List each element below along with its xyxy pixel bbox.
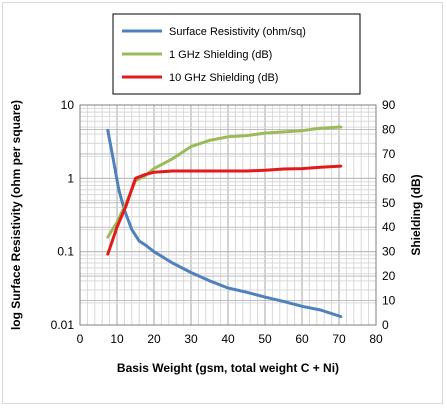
plot-area [79,104,377,326]
chart-frame [2,2,443,404]
y-left-tick-label: 0.1 [57,245,74,259]
legend-entry: Surface Resistivity (ohm/sq) [169,26,306,38]
x-tick-label: 60 [295,332,309,346]
y-right-tick-label: 0 [382,318,389,332]
y-left-tick-label: 0.01 [51,318,75,332]
y-left-tick-label: 1 [67,171,74,185]
x-tick-label: 50 [258,332,272,346]
y-right-tick-label: 40 [382,220,396,234]
y-right-tick-label: 80 [382,122,396,136]
legend-entry: 1 GHz Shielding (dB) [169,49,272,61]
x-tick-label: 30 [184,332,198,346]
x-tick-label: 40 [221,332,235,346]
series-line [106,128,343,319]
y-right-axis-label: Shielding (dB) [409,174,423,255]
x-tick-label: 0 [77,332,84,346]
x-axis-label: Basis Weight (gsm, total weight C + Ni) [117,361,339,375]
x-tick-label: 70 [332,332,346,346]
series-lines [106,125,343,319]
x-tick-label: 20 [147,332,161,346]
grid [79,104,377,326]
y-left-axis-label: log Surface Resistivity (ohm per square) [9,100,23,330]
series-line [106,164,343,256]
y-right-tick-label: 70 [382,147,396,161]
y-right-tick-label: 30 [382,245,396,259]
y-right-tick-label: 20 [382,269,396,283]
y-right-tick-label: 90 [382,98,396,112]
legend: Surface Resistivity (ohm/sq) 1 GHz Shield… [112,13,361,95]
legend-entry: 10 GHz Shielding (dB) [169,72,278,84]
x-tick-label: 80 [369,332,383,346]
y-left-tick-label: 10 [61,98,75,112]
y-right-tick-label: 10 [382,294,396,308]
legend-box [112,13,361,95]
tick-labels: 0 10 20 30 40 50 60 70 80 0.01 0.1 1 10 0 10 20 30 40 50 60… [51,98,396,346]
x-tick-label: 10 [110,332,124,346]
y-right-tick-label: 60 [382,171,396,185]
y-right-tick-label: 50 [382,196,396,210]
